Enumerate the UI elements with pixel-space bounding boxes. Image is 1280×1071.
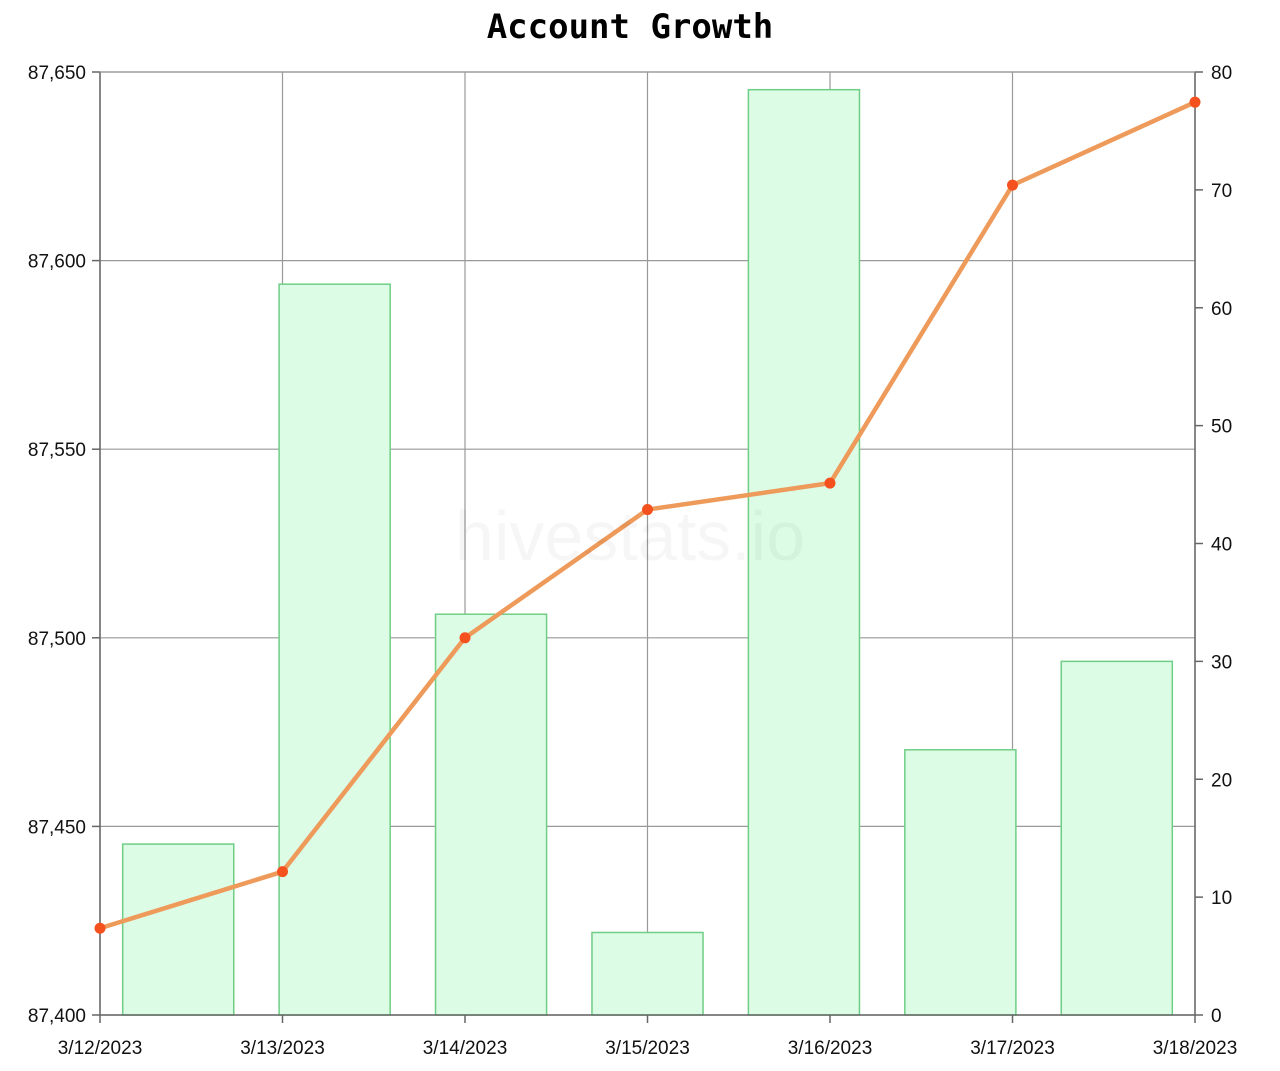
y-left-tick-label: 87,400	[28, 1006, 86, 1027]
line-point	[459, 632, 471, 644]
watermark: hivestats.io	[455, 497, 805, 575]
bar	[434, 613, 548, 1016]
line-point	[94, 922, 106, 934]
y-right-tick-label: 30	[1211, 652, 1232, 673]
bar	[591, 931, 704, 1016]
bar	[278, 283, 391, 1016]
y-left-tick-label: 87,550	[28, 440, 86, 461]
x-tick-label: 3/15/2023	[605, 1038, 690, 1059]
y-left-tick-label: 87,650	[28, 63, 86, 84]
y-right-tick-label: 0	[1211, 1006, 1222, 1027]
bar	[904, 749, 1017, 1016]
line-series	[94, 96, 1201, 934]
y-right-tick-label: 60	[1211, 299, 1232, 320]
line-point	[642, 504, 653, 516]
y-right-tick-label: 40	[1211, 535, 1232, 556]
y-right-tick-label: 80	[1211, 63, 1232, 84]
line-point	[824, 477, 836, 489]
x-tick-label: 3/13/2023	[240, 1038, 325, 1059]
y-right-tick-label: 50	[1211, 417, 1232, 438]
y-left-tick-label: 87,500	[28, 629, 86, 650]
bar	[121, 843, 235, 1016]
x-tick-label: 3/12/2023	[58, 1038, 143, 1059]
x-tick-label: 3/14/2023	[423, 1038, 508, 1059]
y-right-tick-label: 20	[1211, 770, 1232, 791]
line-point	[277, 866, 288, 878]
bar	[747, 88, 861, 1016]
line-point	[1007, 179, 1018, 191]
y-right-tick-label: 10	[1211, 888, 1232, 909]
y-left-tick-label: 87,450	[28, 817, 86, 838]
x-tick-label: 3/18/2023	[1153, 1038, 1238, 1059]
y-right-tick-label: 70	[1211, 181, 1232, 202]
chart-title: Account Growth	[487, 7, 774, 47]
x-tick-label: 3/17/2023	[970, 1038, 1055, 1059]
line-point	[1189, 96, 1201, 108]
bar	[1060, 660, 1174, 1016]
x-tick-label: 3/16/2023	[788, 1038, 873, 1059]
y-left-tick-label: 87,600	[28, 252, 86, 273]
bar-series	[121, 88, 1174, 1016]
